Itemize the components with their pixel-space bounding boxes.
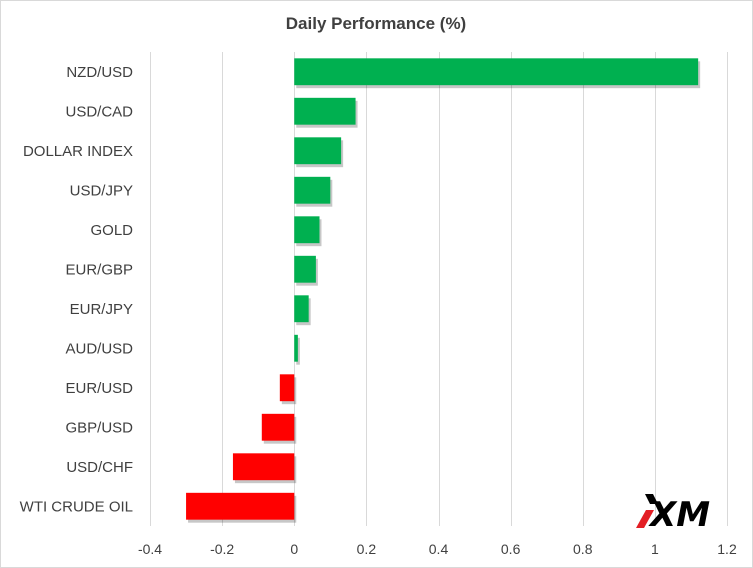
xm-logo: XM — [636, 494, 710, 535]
x-axis-tick-labels: -0.4 -0.2 0 0.2 0.4 0.6 0.8 1 1.2 — [138, 541, 737, 557]
bar-wti-crude-oil — [186, 492, 295, 520]
category-label: AUD/USD — [65, 340, 133, 357]
xm-logo-black-mark — [645, 494, 658, 504]
gridlines — [150, 52, 728, 526]
category-label: GBP/USD — [65, 419, 133, 436]
x-tick-label: 1.2 — [717, 541, 737, 557]
x-tick-label: 0.8 — [573, 541, 593, 557]
x-tick-label: 1 — [651, 541, 659, 557]
bars — [186, 58, 701, 523]
x-tick-label: -0.2 — [210, 541, 234, 557]
xm-logo-text: XM — [648, 495, 710, 535]
bar-usd-jpy — [294, 176, 331, 204]
bar-usd-cad — [294, 97, 356, 125]
bar-gbp-usd — [261, 413, 295, 441]
bar-dollar-index — [294, 137, 342, 165]
category-label: EUR/GBP — [65, 261, 133, 278]
bar-eur-gbp — [294, 255, 316, 283]
bar-eur-usd — [279, 374, 295, 402]
bar-eur-jpy — [294, 295, 309, 323]
bar-aud-usd — [294, 334, 298, 362]
x-tick-label: 0.4 — [429, 541, 449, 557]
x-tick-label: 0.2 — [357, 541, 377, 557]
category-label: USD/CAD — [65, 103, 133, 120]
category-labels: NZD/USD USD/CAD DOLLAR INDEX USD/JPY GOLD EUR… — [20, 64, 134, 516]
bar-nzd-usd — [294, 58, 699, 86]
bar-gold — [294, 216, 320, 244]
x-tick-label: -0.4 — [138, 541, 162, 557]
bar-shadow — [296, 337, 300, 365]
x-tick-label: 0.6 — [501, 541, 521, 557]
chart-title: Daily Performance (%) — [286, 14, 466, 33]
xm-logo-red-mark — [636, 510, 654, 528]
bar-usd-chf — [232, 453, 295, 481]
category-label: USD/CHF — [66, 459, 133, 476]
category-label: NZD/USD — [66, 64, 133, 81]
x-tick-label: 0 — [290, 541, 298, 557]
category-label: USD/JPY — [70, 182, 133, 199]
category-label: DOLLAR INDEX — [23, 143, 133, 160]
category-label: WTI CRUDE OIL — [20, 498, 133, 515]
category-label: EUR/USD — [65, 380, 133, 397]
category-label: GOLD — [90, 222, 133, 239]
category-label: EUR/JPY — [70, 301, 133, 318]
